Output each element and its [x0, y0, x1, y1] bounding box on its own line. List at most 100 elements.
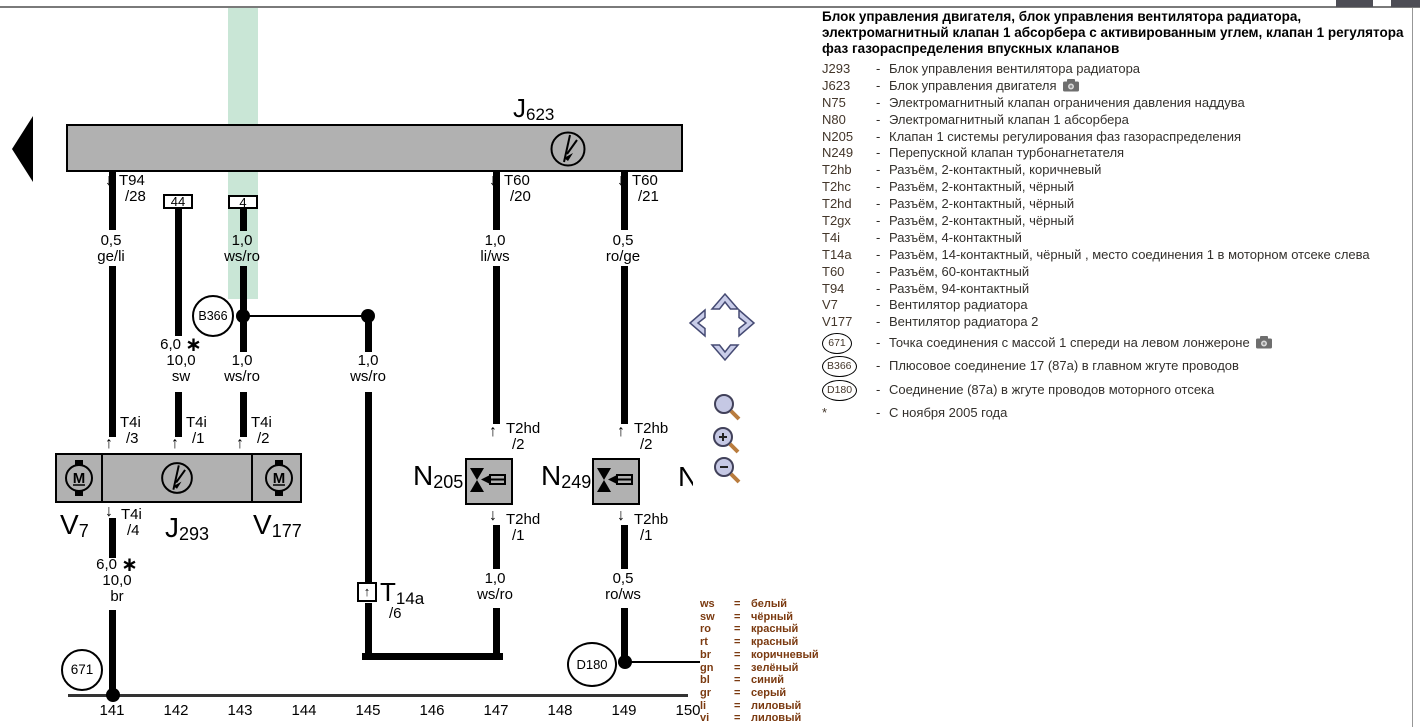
asterisk-note-icon: ∗: [121, 554, 138, 576]
track-number: 145: [355, 702, 381, 719]
solenoid-valve-icon: [597, 468, 633, 492]
connector-arrow-icon: ↑: [617, 423, 625, 440]
svg-text:M: M: [73, 470, 86, 487]
component-ref-n249: N249: [541, 460, 592, 493]
wire-color-row: gr = серый: [700, 686, 787, 699]
track-number: 142: [163, 702, 189, 719]
window-control-partial[interactable]: [1391, 0, 1420, 7]
legend-row: N75- Электромагнитный клапан ограничения …: [822, 94, 1245, 110]
zoom-reset-icon[interactable]: [711, 392, 743, 424]
connector-label: T4i/1: [186, 414, 207, 447]
track-number: 144: [291, 702, 317, 719]
wire-segment: [621, 266, 628, 424]
wire-color-row: sw = чёрный: [700, 610, 794, 623]
connector-arrow-icon: ↑: [171, 435, 179, 452]
junction-dot: [618, 655, 632, 669]
ground-point-671: 671: [61, 649, 103, 691]
track-number: 143: [227, 702, 253, 719]
valve-n249: [592, 458, 640, 505]
connection-d180: D180: [567, 642, 617, 687]
connector-arrow-icon: ↓: [105, 503, 113, 520]
wire-segment: [175, 392, 182, 437]
pan-down-arrow[interactable]: [709, 343, 741, 364]
legend-row: N205- Клапан 1 системы регулирования фаз …: [822, 128, 1242, 144]
wire-segment: [109, 518, 116, 558]
zoom-in-icon[interactable]: [710, 425, 742, 457]
legend-row: T60- Разъём, 60-контактный: [822, 263, 1030, 279]
legend-row: B366- Плюсовое соединение 17 (87a) в глав…: [822, 355, 1408, 379]
wire-color-row: br = коричневый: [700, 648, 819, 661]
previous-page-arrow[interactable]: [12, 116, 33, 182]
wire-segment: [109, 610, 116, 695]
terminal-box-4: 4: [228, 195, 258, 209]
wire-segment: [493, 525, 500, 569]
legend-row: 671- Точка соединения с массой 1 спереди…: [822, 331, 1408, 355]
component-ref-v7: V7: [60, 509, 89, 542]
wire-label: 1,0 ws/ro: [350, 352, 386, 385]
ground-rail: [68, 694, 688, 697]
legend-row: N80- Электромагнитный клапан 1 абсорбера: [822, 111, 1129, 127]
component-ref-j623: J623: [513, 93, 555, 124]
legend-row: J293- Блок управления вентилятора радиато…: [822, 61, 1141, 76]
track-number: 150: [675, 702, 701, 719]
camera-icon[interactable]: [1255, 335, 1272, 349]
junction-dot: [361, 309, 375, 323]
legend-row: * - С ноября 2005 года: [822, 405, 1008, 421]
pan-right-arrow[interactable]: [737, 307, 758, 339]
zoom-out-icon[interactable]: [711, 455, 743, 487]
connector-label: T2hd/2: [506, 420, 541, 453]
connector-label: T4i/4: [121, 506, 142, 539]
connector-arrow-icon: ↓: [489, 172, 497, 189]
window-control-partial[interactable]: [1336, 0, 1373, 7]
wire-color-row: vi = лиловый: [700, 712, 802, 725]
connection-line: [625, 661, 700, 663]
wire-segment: [240, 209, 247, 231]
track-number: 148: [547, 702, 573, 719]
t14a-connector-icon: ↑: [357, 582, 377, 602]
component-ref-t14a: T14a: [380, 577, 425, 608]
track-number: 141: [99, 702, 125, 719]
wire-color-row: gn = зелёный: [700, 661, 799, 674]
legend-row: T2hb - Разъём, 2-контактный, коричневый: [822, 162, 1102, 178]
connector-arrow-icon: ↑: [236, 435, 244, 452]
connector-arrow-icon: ↑: [489, 423, 497, 440]
legend-row: T4i - Разъём, 4-контактный: [822, 229, 1022, 245]
wire-segment: [109, 172, 116, 230]
connector-label: T2hb/2: [634, 420, 669, 453]
solenoid-valve-icon: [470, 468, 506, 492]
panel-right-border: [1412, 8, 1413, 727]
wire-segment: [621, 172, 628, 230]
wire-segment: [365, 603, 372, 660]
wire-label: 0,5 ro/ws: [605, 570, 641, 603]
plus-connection-b366: B366: [192, 295, 234, 337]
diagram-title: Блок управления двигателя, блок управлен…: [822, 9, 1404, 56]
wire-label: 6,0 ∗ 10,0 sw: [160, 334, 202, 385]
wire-label: 0,5 ge/li: [97, 232, 125, 265]
track-number: 149: [611, 702, 637, 719]
terminal-box-44: 44: [163, 194, 193, 209]
motor-icon: M: [265, 460, 293, 496]
junction-dot: [106, 688, 120, 702]
legend-row: J623- Блок управления двигателя: [822, 78, 1408, 95]
wire-color-row: rt = красный: [700, 636, 799, 649]
wire-segment: [362, 653, 503, 660]
wire-color-legend: ws = белый sw = чёрный ro = красный rt = красный…: [700, 598, 819, 725]
wire-segment: [621, 525, 628, 569]
connector-arrow-icon: ↓: [105, 172, 113, 189]
wire-segment: [493, 172, 500, 230]
wire-color-row: ws = белый: [700, 598, 788, 610]
camera-icon[interactable]: [1062, 78, 1079, 92]
component-ref-v177: V177: [253, 509, 302, 542]
wire-segment: [240, 266, 247, 310]
wire-segment: [240, 392, 247, 437]
wire-label: 1,0 ws/ro: [477, 570, 513, 603]
component-ref-j293: J293: [165, 512, 210, 545]
wire-label: 6,0 ∗ 10,0 br: [96, 554, 138, 605]
wire-segment: [365, 322, 372, 352]
pan-up-arrow[interactable]: [709, 290, 741, 311]
wire-segment: [365, 392, 372, 583]
pan-left-arrow[interactable]: [686, 307, 707, 339]
legend-row: T2gx - Разъём, 2-контактный, чёрный: [822, 213, 1075, 229]
connector-arrow-icon: ↓: [489, 507, 497, 524]
